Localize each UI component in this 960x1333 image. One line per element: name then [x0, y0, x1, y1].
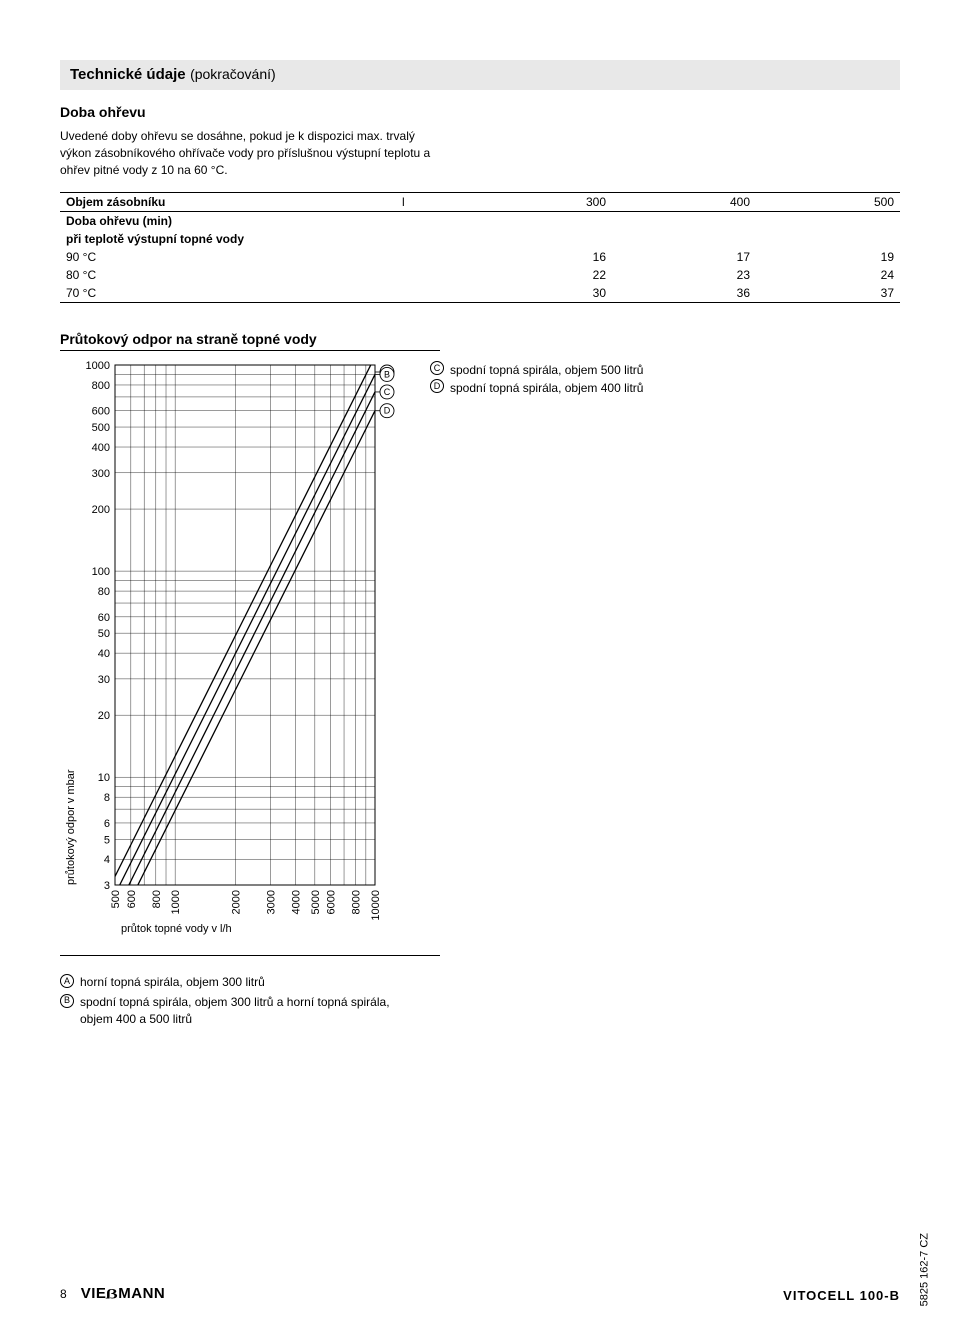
- svg-text:40: 40: [98, 649, 110, 661]
- cell: Objem zásobníku: [66, 195, 165, 209]
- cell: při teplotě výstupní topné vody: [66, 232, 244, 246]
- svg-text:D: D: [384, 406, 391, 416]
- cell: 400: [612, 193, 756, 212]
- svg-text:1000: 1000: [86, 360, 110, 372]
- marker-b-icon: B: [60, 994, 74, 1008]
- section-header: Technické údaje (pokračování): [60, 60, 900, 90]
- chart-wrap: ABCD345681020304050608010020030040050060…: [60, 357, 400, 945]
- flow-resistance-chart: ABCD345681020304050608010020030040050060…: [60, 357, 405, 940]
- legend-text: spodní topná spirála, objem 500 litrů: [450, 361, 643, 379]
- svg-text:4: 4: [104, 855, 110, 867]
- svg-text:800: 800: [151, 890, 163, 908]
- cell: 19: [756, 248, 900, 266]
- intro-text: Uvedené doby ohřevu se dosáhne, pokud je…: [60, 128, 440, 178]
- marker-d-icon: D: [430, 379, 444, 393]
- cell: 30: [468, 284, 612, 303]
- marker-c-icon: C: [430, 361, 444, 375]
- cell: l: [396, 193, 468, 212]
- svg-text:5000: 5000: [310, 890, 322, 914]
- svg-text:6: 6: [104, 818, 110, 830]
- cell: Doba ohřevu (min): [66, 214, 172, 228]
- intro-heading: Doba ohřevu: [60, 104, 900, 120]
- marker-a-icon: A: [60, 974, 74, 988]
- svg-text:B: B: [384, 370, 390, 380]
- cell: 70 °C: [60, 284, 468, 303]
- cell: 36: [612, 284, 756, 303]
- legend-bottom: Ahorní topná spirála, objem 300 litrů Bs…: [60, 974, 900, 1028]
- svg-text:200: 200: [92, 504, 110, 516]
- cell: 37: [756, 284, 900, 303]
- svg-text:průtokový odpor v mbar: průtokový odpor v mbar: [65, 770, 77, 886]
- cell: 22: [468, 266, 612, 284]
- cell: 17: [612, 248, 756, 266]
- table-row: 70 °C 30 36 37: [60, 284, 900, 303]
- table-row: Objem zásobníku l 300 400 500: [60, 193, 900, 212]
- svg-text:5: 5: [104, 835, 110, 847]
- cell: 16: [468, 248, 612, 266]
- legend-text: horní topná spirála, objem 300 litrů: [80, 974, 265, 991]
- svg-text:4000: 4000: [290, 890, 302, 914]
- svg-text:C: C: [384, 387, 391, 397]
- document-code: 5825 162-7 CZ: [918, 1233, 930, 1306]
- table-row: při teplotě výstupní topné vody: [60, 230, 900, 248]
- divider: [60, 955, 440, 956]
- svg-text:600: 600: [126, 890, 138, 908]
- data-table: Objem zásobníku l 300 400 500 Doba ohřev…: [60, 192, 900, 303]
- cell: 90 °C: [60, 248, 468, 266]
- svg-text:600: 600: [92, 406, 110, 418]
- svg-text:50: 50: [98, 629, 110, 641]
- product-name: VITOCELL 100-B: [783, 1288, 900, 1303]
- svg-text:300: 300: [92, 468, 110, 480]
- svg-text:60: 60: [98, 612, 110, 624]
- table-row: 90 °C 16 17 19: [60, 248, 900, 266]
- svg-text:10000: 10000: [370, 890, 382, 921]
- svg-text:80: 80: [98, 586, 110, 598]
- svg-text:průtok topné vody v l/h: průtok topné vody v l/h: [121, 923, 232, 935]
- svg-text:10: 10: [98, 773, 110, 785]
- svg-text:8000: 8000: [351, 890, 363, 914]
- section-title: Technické údaje: [70, 66, 186, 83]
- svg-text:3000: 3000: [266, 890, 278, 914]
- legend-text: spodní topná spirála, objem 300 litrů a …: [80, 994, 420, 1029]
- cell: 500: [756, 193, 900, 212]
- svg-text:8: 8: [104, 793, 110, 805]
- svg-text:500: 500: [92, 422, 110, 434]
- svg-text:800: 800: [92, 380, 110, 392]
- svg-text:30: 30: [98, 674, 110, 686]
- cell: 24: [756, 266, 900, 284]
- page-footer: 8 VIEẞMANN VITOCELL 100-B: [60, 1284, 900, 1303]
- svg-text:1000: 1000: [170, 890, 182, 914]
- brand-logo: VIEẞMANN: [81, 1284, 166, 1303]
- svg-text:2000: 2000: [230, 890, 242, 914]
- legend-right: Cspodní topná spirála, objem 500 litrů D…: [430, 357, 643, 397]
- legend-text: spodní topná spirála, objem 400 litrů: [450, 379, 643, 397]
- svg-text:20: 20: [98, 711, 110, 723]
- chart-title: Průtokový odpor na straně topné vody: [60, 331, 440, 351]
- svg-text:6000: 6000: [326, 890, 338, 914]
- table-row: Doba ohřevu (min): [60, 212, 900, 231]
- cell: 300: [468, 193, 612, 212]
- chart-row: ABCD345681020304050608010020030040050060…: [60, 357, 900, 945]
- svg-text:500: 500: [110, 890, 122, 908]
- svg-text:100: 100: [92, 567, 110, 579]
- cell: 23: [612, 266, 756, 284]
- page: Technické údaje (pokračování) Doba ohřev…: [0, 0, 960, 1029]
- table-row: 80 °C 22 23 24: [60, 266, 900, 284]
- section-subtitle: (pokračování): [190, 66, 276, 82]
- cell: 80 °C: [60, 266, 468, 284]
- page-number: 8: [60, 1287, 67, 1301]
- svg-text:400: 400: [92, 442, 110, 454]
